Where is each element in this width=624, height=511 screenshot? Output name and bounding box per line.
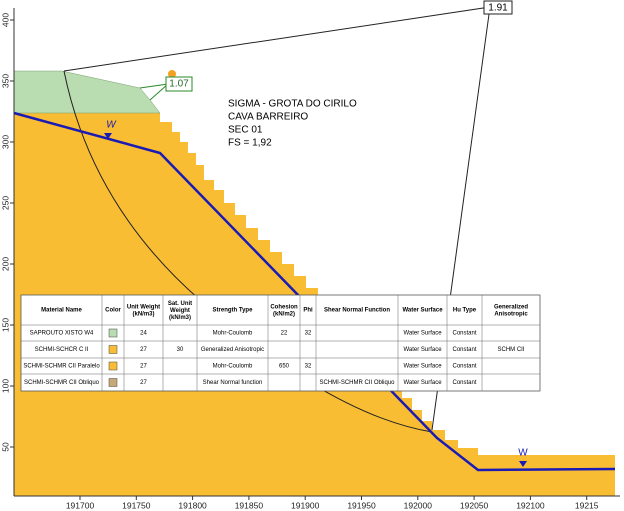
water-symbol: [104, 133, 112, 139]
water-label: W: [518, 448, 528, 459]
table-cell: SCHM CII: [498, 347, 525, 353]
table-cell: SCHMI-SCHCR C II: [35, 347, 89, 353]
table-header: Phi: [303, 308, 313, 314]
table-header: Water Surface: [402, 308, 443, 314]
annotation: SIGMA - GROTA DO CIRILO CAVA BARREIRO SEC …: [228, 99, 357, 149]
annotation-line: SIGMA - GROTA DO CIRILO: [228, 99, 357, 110]
x-tick-label: 19215: [575, 500, 599, 510]
factor-label: 1.07: [169, 79, 189, 90]
x-tick-label: 192100: [516, 500, 545, 510]
table-header: Unit Weight (kN/m3): [127, 304, 160, 317]
x-tick-label: 191850: [235, 500, 264, 510]
table-header: Generalized Anisotropic: [494, 304, 528, 317]
annotation-line: FS = 1,92: [228, 138, 272, 149]
y-tick-label: 50: [0, 442, 10, 452]
table-cell: Water Surface: [403, 364, 442, 370]
factor-label: 1.91: [488, 3, 508, 14]
table-cell: Water Surface: [403, 347, 442, 353]
water-label: W: [106, 120, 117, 131]
y-tick-label: 400: [0, 13, 10, 27]
table-bg: [20, 294, 541, 392]
table-cell: Generalized Anisotropic: [201, 347, 264, 353]
y-tick-label: 350: [0, 74, 10, 88]
table-header: Strength Type: [213, 308, 254, 314]
table-cell: Mohr-Coulomb: [213, 331, 253, 337]
factor-box: [483, 0, 513, 15]
x-tick-label: 191900: [291, 500, 320, 510]
table-cell: SCHMI-SCHMR CII Obliquo: [24, 380, 100, 386]
table-header: Shear Normal Function: [324, 308, 390, 314]
annotation-line: SEC 01: [228, 125, 263, 136]
x-tick-label: 192000: [404, 500, 433, 510]
color-swatch: [108, 328, 118, 338]
center-marker: [168, 70, 176, 78]
x-tick-label: 192050: [460, 500, 489, 510]
table-cell: 22: [281, 331, 288, 337]
table-cell: Mohr-Coulomb: [213, 364, 253, 370]
table-cell: 27: [140, 380, 147, 386]
y-tick-label: 100: [0, 379, 10, 393]
table-cell: 27: [140, 364, 147, 370]
table-cell: 27: [140, 347, 147, 353]
table-header: Sat. Unit Weight (kN/m3): [168, 301, 192, 321]
table-header: Hu Type: [453, 308, 477, 314]
table-cell: 32: [305, 364, 312, 370]
x-tick-label: 191700: [66, 500, 95, 510]
table-header: Cohesion (kN/m2): [270, 304, 298, 317]
material-table: Material Name Color Unit Weight (kN/m3) Sat.…: [20, 294, 541, 392]
table-cell: 30: [177, 347, 184, 353]
table-header: Material Name: [41, 308, 82, 314]
table-cell: 32: [305, 331, 312, 337]
x-tick-label: 191950: [347, 500, 376, 510]
table-cell: Water Surface: [403, 380, 442, 386]
table-cell: Constant: [452, 331, 476, 337]
table-cell: 24: [140, 331, 147, 337]
y-tick-label: 150: [0, 318, 10, 332]
y-tick-label: 300: [0, 135, 10, 149]
table-cell: Water Surface: [403, 331, 442, 337]
color-swatch: [108, 345, 118, 354]
color-swatch: [108, 378, 118, 387]
factor-box: [165, 76, 193, 92]
table-cell: SCHMI-SCHMR CII Paralelo: [23, 364, 100, 370]
table-cell: 650: [279, 364, 290, 370]
y-tick-label: 250: [0, 196, 10, 210]
table-cell: SCHMI-SCHMR CII Obliquo: [319, 380, 395, 386]
water-table: [13, 111, 616, 472]
table-cell: SAPROUTO XISTO W4: [30, 331, 94, 337]
table-cell: Shear Normal function: [203, 380, 263, 386]
table-header: Color: [105, 308, 121, 314]
x-tick-label: 191750: [122, 500, 151, 510]
color-swatch: [108, 361, 118, 371]
x-tick-label: 191800: [178, 500, 207, 510]
water-symbol: [519, 461, 527, 467]
table-cell: Constant: [452, 347, 476, 353]
y-tick-label: 200: [0, 257, 10, 271]
table-cell: Constant: [452, 364, 476, 370]
table-cell: Constant: [452, 380, 476, 386]
annotation-line: CAVA BARREIRO: [228, 112, 308, 123]
